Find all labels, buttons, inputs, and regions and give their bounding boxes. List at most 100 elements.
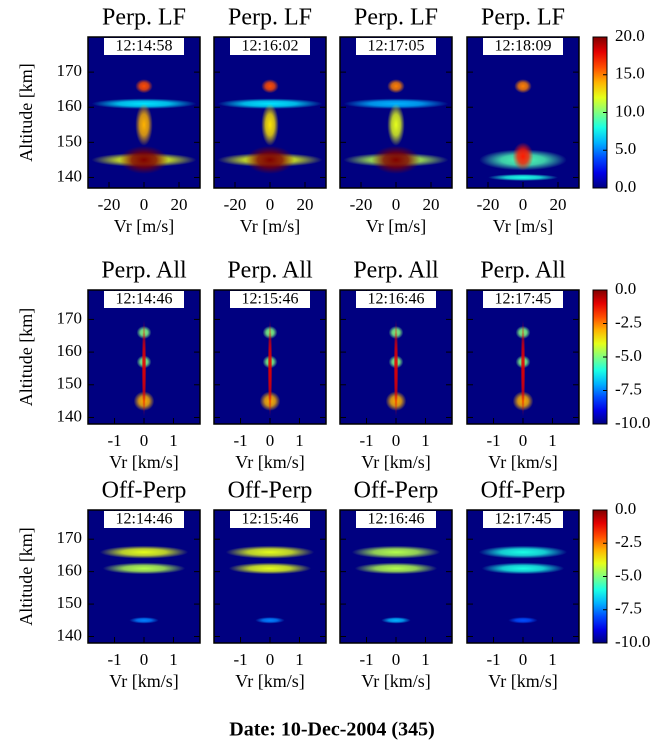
y-tick-label: 170 [57,61,83,80]
time-box [230,38,310,55]
intensity-feature [267,319,273,418]
colorbar-tick-label: -2.5 [615,532,642,551]
plot-area [467,510,579,643]
x-axis-label: Vr [km/s] [361,671,430,691]
time-box [104,511,184,528]
intensity-feature [387,79,405,94]
x-tick-label: 0 [140,195,149,214]
x-axis-label: Vr [km/s] [109,671,178,691]
caption: Date: 10-Dec-2004 (345) [229,719,434,741]
panel-title: Perp. LF [354,5,438,31]
plot-area [88,37,200,188]
x-tick-label: -1 [486,650,500,669]
time-label: 12:17:45 [495,291,552,308]
x-tick-label: 0 [519,195,528,214]
plot-area [467,290,579,424]
colorbar-tick-label: 20.0 [615,26,645,45]
x-tick-label: 0 [392,431,401,450]
intensity-feature [99,545,189,559]
intensity-feature [514,79,532,94]
panel-title: Perp. All [353,258,439,284]
x-axis-label: Vr [km/s] [361,452,430,472]
time-label: 12:15:46 [242,291,299,308]
intensity-feature [478,545,568,559]
x-tick-label: -1 [486,431,500,450]
time-label: 12:14:46 [116,511,173,528]
intensity-feature [520,319,526,418]
intensity-feature [102,562,186,575]
x-tick-label: 0 [392,195,401,214]
x-axis-label: Vr [m/s] [366,216,426,236]
time-box [483,511,563,528]
panel-title: Off-Perp [102,478,187,504]
x-axis-label: Vr [m/s] [240,216,300,236]
time-label: 12:18:09 [495,38,552,55]
x-tick-label: 1 [295,650,304,669]
plot-area [340,290,452,424]
y-tick-label: 150 [57,374,83,393]
plot-area [214,290,326,424]
intensity-feature [387,103,405,146]
x-tick-label: -1 [233,431,247,450]
y-tick-label: 150 [57,593,83,612]
x-axis-label: Vr [m/s] [493,216,553,236]
time-label: 12:17:05 [368,38,425,55]
x-axis-label: Vr [km/s] [235,671,304,691]
time-label: 12:16:46 [368,291,425,308]
x-axis-label: Vr [km/s] [109,452,178,472]
x-tick-label: -20 [98,195,121,214]
y-tick-label: 150 [57,131,83,150]
panel-title: Off-Perp [228,478,313,504]
y-tick-label: 140 [57,166,83,185]
panel-title: Perp. LF [228,5,312,31]
time-box [356,291,436,308]
intensity-feature [381,617,411,624]
time-box [104,38,184,55]
x-axis-label: Vr [km/s] [235,452,304,472]
intensity-feature [512,142,534,171]
x-tick-label: 1 [548,431,557,450]
plot-area [340,37,452,188]
colorbar-tick-label: -2.5 [615,312,642,331]
intensity-feature [119,145,169,174]
x-tick-label: 20 [297,195,314,214]
x-tick-label: 0 [266,431,275,450]
intensity-feature [351,545,441,559]
y-axis-label: Altitude [km] [16,63,36,161]
intensity-feature [261,103,279,146]
colorbar-tick-label: -7.5 [615,379,642,398]
time-box [356,38,436,55]
y-axis-label: Altitude [km] [16,308,36,406]
x-tick-label: 0 [266,650,275,669]
panel-title: Perp. LF [481,5,565,31]
time-box [230,511,310,528]
colorbar-tick-label: -5.0 [615,565,642,584]
colorbar-tick-label: 5.0 [615,139,636,158]
y-tick-label: 140 [57,625,83,644]
x-tick-label: -1 [107,431,121,450]
x-tick-label: -1 [107,650,121,669]
colorbar-tick-label: -5.0 [615,346,642,365]
x-tick-label: 1 [421,431,430,450]
y-axis-label: Altitude [km] [16,527,36,625]
x-tick-label: -20 [224,195,247,214]
y-tick-label: 160 [57,96,83,115]
x-tick-label: 1 [548,650,557,669]
colorbar-tick-label: 0.0 [615,177,636,196]
plot-area [88,290,200,424]
x-tick-label: 0 [519,650,528,669]
plot-area [88,510,200,643]
time-label: 12:16:46 [368,511,425,528]
intensity-feature [371,145,421,174]
time-box [483,291,563,308]
intensity-feature [135,103,153,146]
intensity-feature [141,319,147,418]
intensity-feature [228,562,312,575]
intensity-feature [393,319,399,418]
x-tick-label: 20 [171,195,188,214]
x-tick-label: 0 [392,650,401,669]
colorbar-tick-label: 15.0 [615,64,645,83]
x-tick-label: -1 [359,650,373,669]
intensity-feature [508,617,538,624]
